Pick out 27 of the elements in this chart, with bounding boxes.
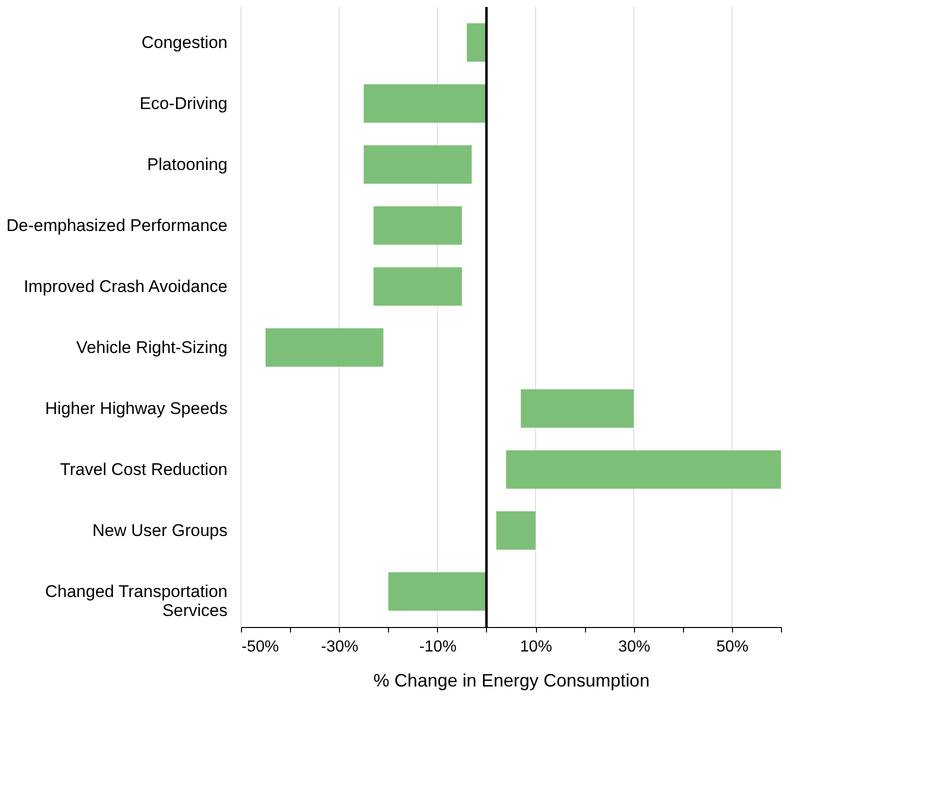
x-tick-label: 50%	[716, 638, 748, 656]
x-axis-title: % Change in Energy Consumption	[373, 670, 650, 690]
y-tick-label: Eco-Driving	[140, 94, 228, 113]
x-tick-label: -50%	[242, 638, 279, 656]
y-tick-label: De-emphasized Performance	[6, 216, 228, 235]
bar	[364, 84, 486, 123]
y-tick-label: Improved Crash Avoidance	[24, 277, 228, 296]
bar	[266, 328, 384, 367]
x-tick-label: 30%	[618, 638, 650, 656]
y-tick-label: Congestion	[141, 33, 228, 52]
bar	[364, 145, 472, 184]
y-tick-label: Changed Transportation Services	[45, 582, 228, 620]
x-tick-label: 10%	[520, 638, 552, 656]
bar	[374, 267, 462, 306]
x-tick-label: -10%	[419, 638, 457, 656]
y-tick-label: Vehicle Right-Sizing	[76, 338, 228, 357]
bar	[374, 206, 462, 245]
bar	[496, 511, 536, 550]
y-tick-label: Higher Highway Speeds	[45, 399, 228, 418]
x-tick-label: -30%	[321, 638, 358, 656]
bar	[506, 450, 781, 489]
y-tick-label: Platooning	[147, 155, 228, 174]
y-tick-label: New User Groups	[92, 521, 228, 540]
bar	[520, 389, 634, 428]
bar	[466, 23, 486, 62]
y-tick-label: Travel Cost Reduction	[60, 460, 228, 479]
bar	[388, 572, 486, 611]
